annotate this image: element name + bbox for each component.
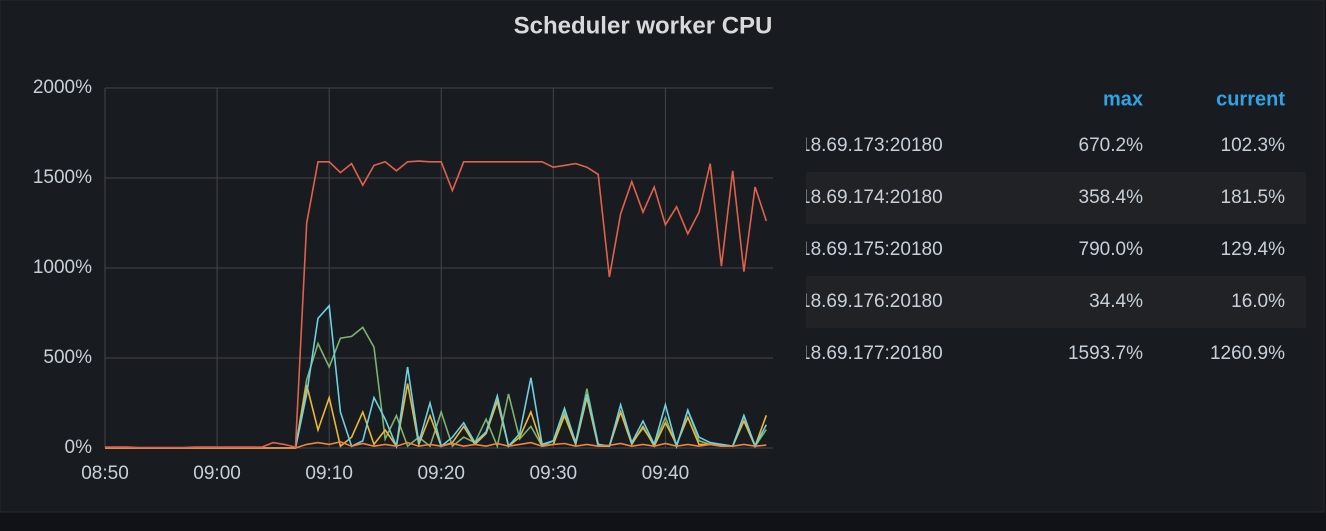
y-tick-label: 2000%: [33, 77, 92, 98]
legend-row-band: [806, 172, 1306, 224]
legend-name: 18.69.173:20180: [800, 135, 943, 156]
y-tick-label: 500%: [43, 347, 92, 368]
legend-max: 670.2%: [1079, 135, 1144, 156]
legend-header: current: [1216, 88, 1285, 110]
y-tick-label: 1500%: [33, 167, 92, 188]
y-tick-label: 1000%: [33, 257, 92, 278]
legend-name: 18.69.177:20180: [800, 343, 943, 364]
legend-name: 18.69.176:20180: [800, 291, 943, 312]
legend-max: 790.0%: [1079, 239, 1144, 260]
legend-header: max: [1103, 88, 1143, 110]
legend-max: 358.4%: [1079, 187, 1144, 208]
series-line: [105, 160, 768, 449]
chart-title: Scheduler worker CPU: [514, 12, 773, 39]
legend: 18.69.173:20180 670.2% 102.3% 18.69.174:201…: [800, 135, 1286, 364]
legend-current: 1260.9%: [1210, 343, 1285, 364]
series-line: [105, 440, 767, 449]
legend-row-band: [806, 276, 1306, 328]
legend-current: 181.5%: [1221, 187, 1286, 208]
y-tick-label: 0%: [65, 437, 93, 458]
x-tick-label: 09:30: [530, 463, 578, 484]
legend-name: 18.69.175:20180: [800, 239, 943, 260]
x-tick-label: 09:40: [642, 463, 690, 484]
x-tick-label: 08:50: [81, 463, 129, 484]
legend-current: 102.3%: [1221, 135, 1286, 156]
x-tick-label: 09:00: [193, 463, 241, 484]
legend-max: 1593.7%: [1068, 343, 1143, 364]
legend-current: 16.0%: [1231, 291, 1285, 312]
legend-name: 18.69.174:20180: [800, 187, 943, 208]
x-tick-label: 09:10: [305, 463, 353, 484]
legend-current: 129.4%: [1221, 239, 1286, 260]
x-tick-label: 09:20: [417, 463, 465, 484]
legend-max: 34.4%: [1089, 291, 1143, 312]
